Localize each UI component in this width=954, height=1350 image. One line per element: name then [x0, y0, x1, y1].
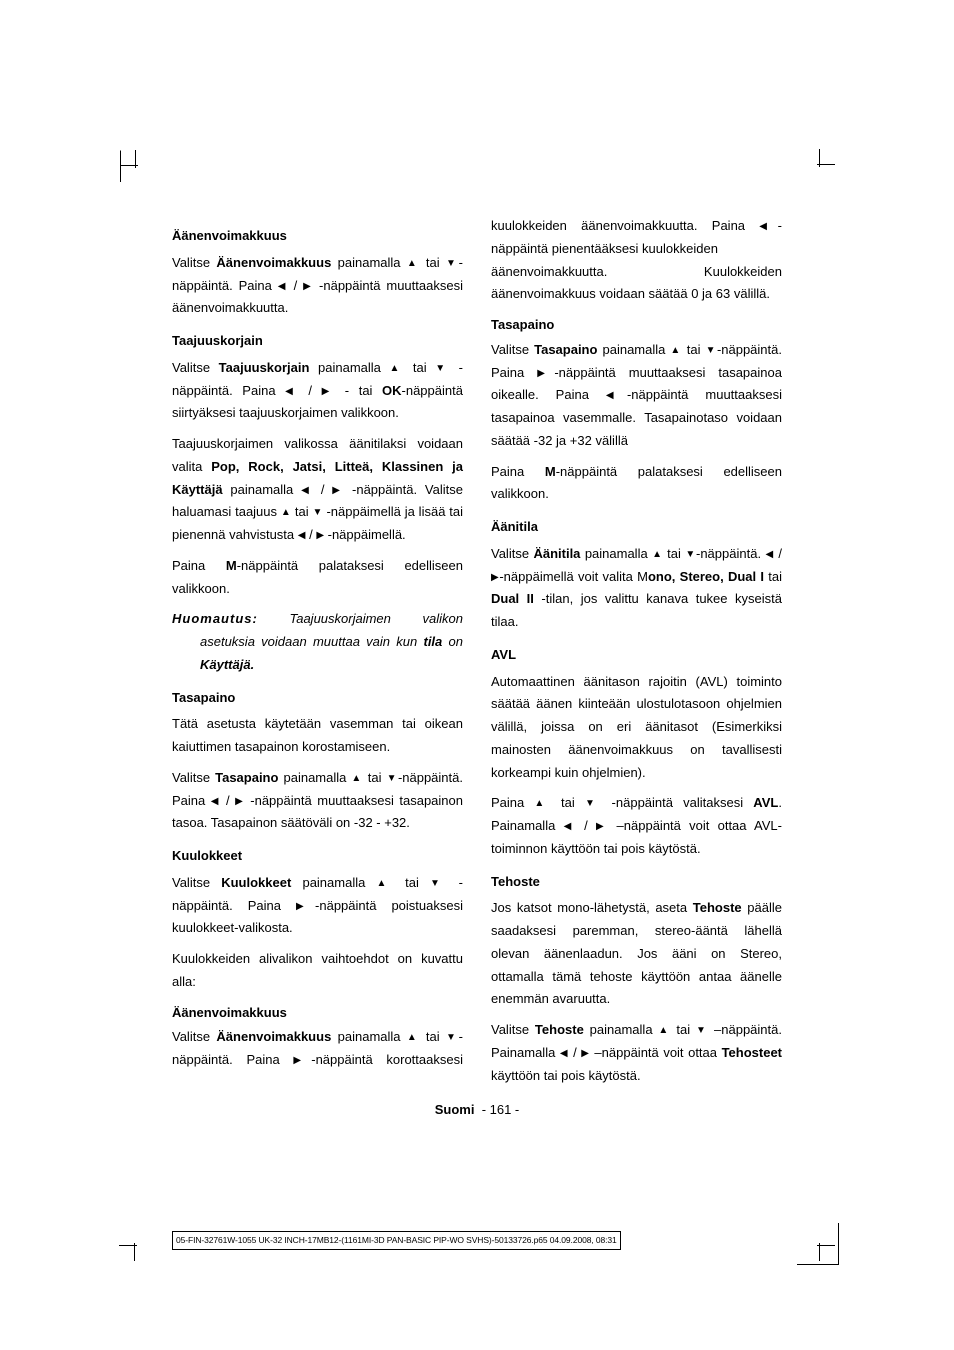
- para: Valitse Tasapaino painamalla ▲ tai ▼-näp…: [491, 339, 782, 453]
- para: Valitse Äänitila painamalla ▲ tai ▼-näpp…: [491, 543, 782, 634]
- footer-filename: 05-FIN-32761W-1055 UK-32 INCH-17MB12-(11…: [172, 1231, 621, 1250]
- para: Paina ▲ tai ▼ -näppäintä valitaksesi AVL…: [491, 792, 782, 860]
- para: Valitse Kuulokkeet painamalla ▲ tai ▼ -n…: [172, 872, 463, 940]
- heading-effect: Tehoste: [491, 871, 782, 894]
- subheading-balance: Tasapaino: [491, 314, 782, 337]
- para: Paina M-näppäintä palataksesi edelliseen…: [491, 461, 782, 507]
- crop-mark-tl: [120, 150, 152, 182]
- para: Valitse Äänenvoimakkuus painamalla ▲ tai…: [172, 252, 463, 320]
- para: Jos katsot mono-lähetystä, aseta Tehoste…: [491, 897, 782, 1011]
- page-footer: Suomi - 161 -: [172, 1099, 782, 1122]
- heading-headphones: Kuulokkeet: [172, 845, 463, 868]
- para: Tätä asetusta käytetään vasemman tai oik…: [172, 713, 463, 759]
- crop-mark-tr: [802, 150, 834, 182]
- para: Valitse Tasapaino painamalla ▲ tai ▼-näp…: [172, 767, 463, 835]
- content-columns: Äänenvoimakkuus Valitse Äänenvoimakkuus …: [172, 215, 782, 1087]
- down-icon: ▼: [446, 258, 459, 269]
- left-icon: ◀: [278, 281, 288, 292]
- para: äänenvoimakkuutta. Kuulokkeiden äänenvoi…: [491, 261, 782, 307]
- para: Valitse Tehoste painamalla ▲ tai ▼ –näpp…: [491, 1019, 782, 1087]
- footer-lang: Suomi: [435, 1102, 475, 1117]
- heading-equalizer: Taajuuskorjain: [172, 330, 463, 353]
- para: Automaattinen äänitason rajoitin (AVL) t…: [491, 671, 782, 785]
- crop-mark-br: [802, 1228, 834, 1260]
- para: Taajuuskorjaimen valikossa äänitilaksi v…: [172, 433, 463, 547]
- footer-pagenum: - 161 -: [482, 1102, 520, 1117]
- heading-volume: Äänenvoimakkuus: [172, 225, 463, 248]
- subheading-volume: Äänenvoimakkuus: [172, 1002, 463, 1025]
- heading-balance: Tasapaino: [172, 687, 463, 710]
- heading-avl: AVL: [491, 644, 782, 667]
- note: Huomautus: Taajuuskorjaimen valikon aset…: [172, 608, 463, 676]
- right-icon: ▶: [303, 281, 313, 292]
- para: Kuulokkeiden alivalikon vaihtoehdot on k…: [172, 948, 463, 994]
- para: Paina M-näppäintä palataksesi edelliseen…: [172, 555, 463, 601]
- heading-soundmode: Äänitila: [491, 516, 782, 539]
- up-icon: ▲: [407, 258, 420, 269]
- crop-mark-bl: [120, 1228, 152, 1260]
- para: Valitse Taajuuskorjain painamalla ▲ tai …: [172, 357, 463, 425]
